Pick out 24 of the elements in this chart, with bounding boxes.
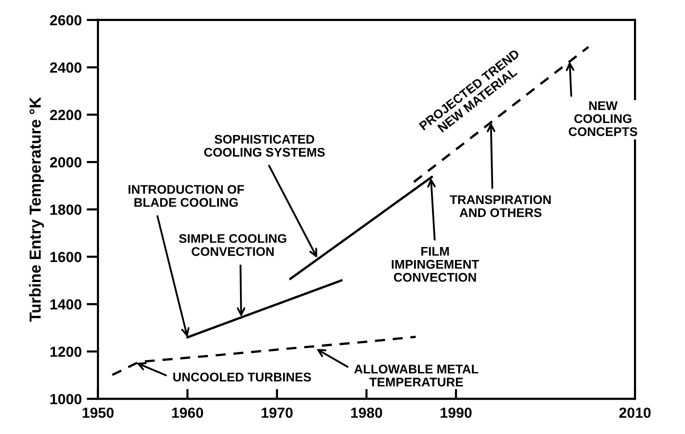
y-tick-label: 1800: [50, 204, 82, 215]
y-tick-label: 1400: [50, 299, 82, 310]
y-tick-label: 1000: [50, 394, 82, 404]
annotation: UNCOOLED TURBINES: [173, 372, 311, 382]
x-tick-label: 1990: [440, 408, 472, 418]
y-tick-label: 2200: [50, 110, 82, 120]
x-tick-label: 1960: [172, 408, 204, 418]
y-axis-title: Turbine Entry Temperature °K: [29, 97, 44, 322]
x-tick-label: 1950: [82, 408, 114, 418]
x-tick-label: 1980: [351, 408, 382, 418]
annotation: TRANSPIRATION AND OTHERS: [450, 195, 551, 218]
y-tick-label: 2000: [50, 157, 82, 168]
annotation: SIMPLE COOLING CONVECTION: [179, 234, 286, 256]
y-tick-label: 1600: [50, 252, 82, 262]
annotation: SOPHISTICATED COOLING SYSTEMS: [204, 134, 325, 157]
annotation: NEW COOLING CONCEPTS: [568, 101, 638, 136]
annotation: ALLOWABLE METAL TEMPERATURE: [354, 364, 478, 387]
x-tick-label: 2010: [619, 408, 651, 418]
y-tick-label: 1200: [50, 346, 82, 357]
annotation: INTRODUCTION OF BLADE COOLING: [128, 185, 244, 207]
x-tick-label: 1970: [262, 408, 293, 418]
y-tick-label: 2600: [50, 15, 82, 26]
annotation: FILM IMPINGEMENT CONVECTION: [392, 247, 480, 282]
y-tick-label: 2400: [50, 62, 82, 73]
